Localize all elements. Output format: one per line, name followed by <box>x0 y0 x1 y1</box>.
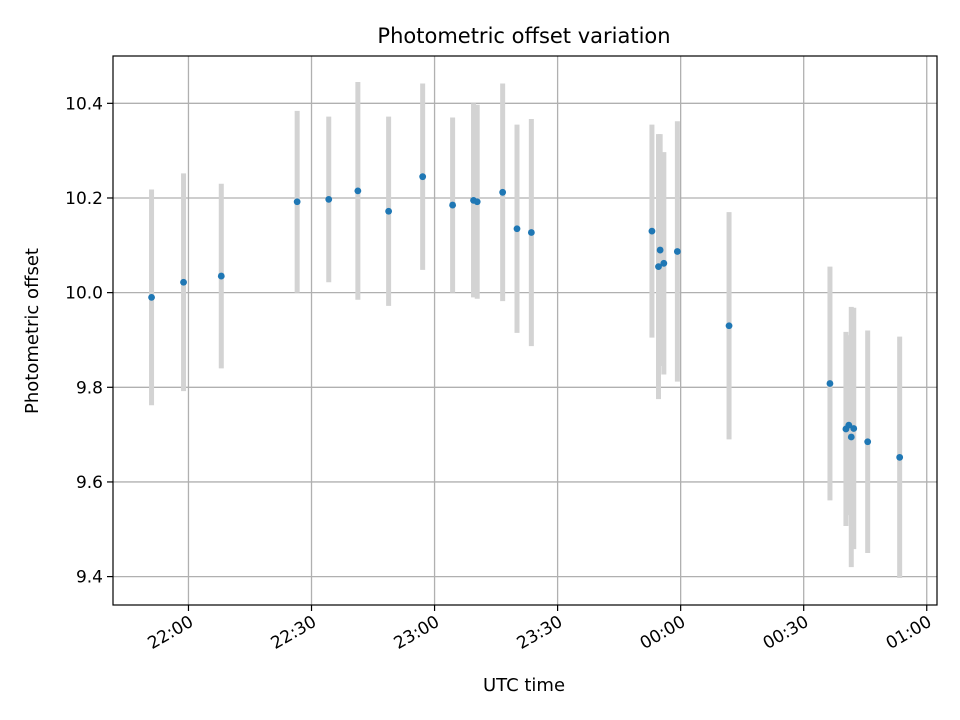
x-axis-title: UTC time <box>483 675 565 696</box>
data-point <box>655 263 662 271</box>
data-point <box>293 198 301 206</box>
plot-area-frame <box>112 55 938 606</box>
data-point <box>513 225 521 233</box>
data-point <box>473 198 481 206</box>
data-point <box>325 196 333 203</box>
y-tick-label: 10.2 <box>65 189 103 209</box>
data-point <box>499 188 507 196</box>
data-point <box>449 201 457 209</box>
data-point <box>845 421 853 429</box>
y-tick-label: 10.4 <box>65 94 103 114</box>
y-axis-ticks: 9.4 9.6 9.8 10.0 10.2 10.4 <box>65 94 113 588</box>
data-point <box>385 207 393 215</box>
data-point <box>826 380 834 387</box>
y-tick-label: 9.8 <box>76 378 103 398</box>
y-axis-title: Photometric offset <box>22 248 43 414</box>
data-point <box>673 248 681 255</box>
data-point <box>660 259 668 267</box>
grid-lines <box>113 56 937 605</box>
data-point <box>648 227 656 235</box>
data-point <box>725 322 733 330</box>
y-tick-label: 9.4 <box>76 568 103 588</box>
y-tick-label: 9.6 <box>76 473 103 493</box>
y-tick-label: 10.0 <box>65 284 103 304</box>
data-point <box>847 433 855 441</box>
data-point <box>656 246 664 254</box>
data-point <box>354 187 362 195</box>
data-point <box>864 438 872 446</box>
data-point <box>850 425 858 432</box>
data-point <box>419 173 427 181</box>
data-point <box>180 278 187 286</box>
data-point <box>217 272 225 280</box>
data-point <box>896 453 904 461</box>
data-point <box>527 229 535 236</box>
data-point <box>148 293 155 301</box>
data-points <box>148 173 904 461</box>
chart-title: Photometric offset variation <box>377 24 670 48</box>
